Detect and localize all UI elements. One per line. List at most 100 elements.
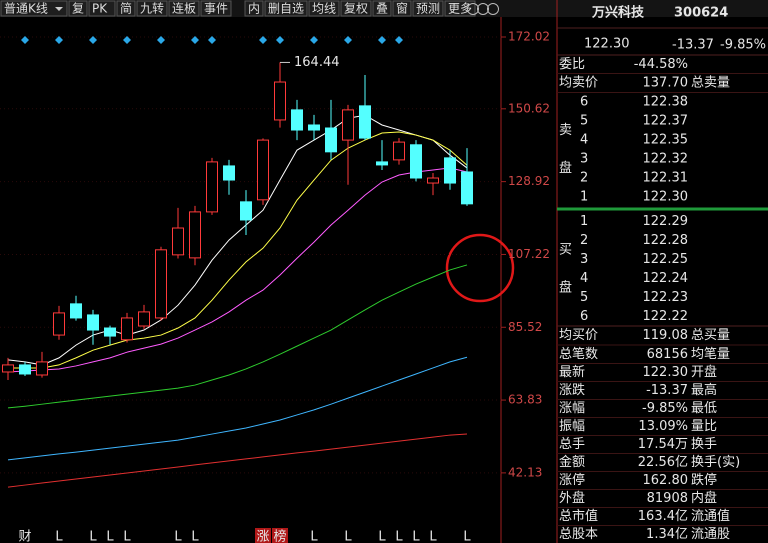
candle-body bbox=[155, 249, 167, 319]
toolbar-label[interactable]: 复 bbox=[72, 2, 84, 16]
row-label: 均卖价 bbox=[559, 76, 598, 91]
y-tick-label: 42.13 bbox=[508, 465, 542, 479]
candle-body bbox=[342, 109, 354, 141]
toolbar-label[interactable]: 叠 bbox=[376, 2, 388, 16]
candle-body bbox=[410, 144, 422, 179]
candle-body bbox=[359, 105, 371, 139]
row-value: 68156 bbox=[647, 347, 688, 362]
y-tick-label: 63.83 bbox=[508, 393, 542, 407]
toolbar-label[interactable]: 内 bbox=[248, 2, 260, 16]
event-flag: L bbox=[174, 530, 182, 543]
zoom-out-ring[interactable] bbox=[487, 3, 499, 15]
event-diamond bbox=[55, 36, 63, 44]
row-label: 最新 bbox=[559, 364, 585, 380]
row-value: 13.09% bbox=[638, 419, 688, 434]
book-price: 122.38 bbox=[643, 95, 689, 110]
moving-average bbox=[7, 356, 468, 461]
toolbar-label[interactable]: 简 bbox=[120, 2, 132, 16]
toolbar-button[interactable] bbox=[244, 0, 264, 17]
toolbar-label[interactable]: 普通K线 bbox=[4, 2, 48, 16]
event-diamond bbox=[157, 36, 165, 44]
toolbar-button[interactable] bbox=[168, 0, 200, 17]
row-label: 振幅 bbox=[559, 419, 585, 434]
event-flag: 榜 bbox=[273, 529, 286, 543]
moving-average bbox=[7, 114, 468, 366]
toolbar-label[interactable]: 均线 bbox=[312, 2, 336, 16]
row-unit: 亿 bbox=[675, 527, 688, 542]
row-value: -44.58% bbox=[634, 57, 688, 72]
row-value: 17.54 bbox=[638, 437, 675, 452]
book-price: 122.32 bbox=[643, 152, 689, 167]
event-flag: L bbox=[395, 530, 403, 543]
max-label: 164.44 bbox=[294, 55, 340, 70]
row-unit: 万 bbox=[675, 437, 688, 452]
row-right-label: 流通值 bbox=[691, 508, 730, 524]
candle-body bbox=[274, 81, 286, 121]
toolbar-button[interactable] bbox=[68, 0, 88, 17]
book-level: 4 bbox=[580, 271, 588, 286]
toolbar-button[interactable] bbox=[116, 0, 136, 17]
candle-body bbox=[53, 312, 65, 336]
event-flag: L bbox=[123, 530, 131, 543]
candle-body bbox=[308, 124, 320, 131]
toolbar-label[interactable]: 连板 bbox=[172, 1, 196, 16]
candle-body bbox=[189, 211, 201, 259]
book-level: 1 bbox=[580, 214, 588, 229]
toolbar-button[interactable] bbox=[200, 0, 232, 17]
row-label: 涨幅 bbox=[559, 401, 585, 416]
row-label: 总手 bbox=[559, 437, 585, 452]
book-level: 2 bbox=[580, 171, 588, 186]
book-level: 4 bbox=[580, 133, 588, 148]
toolbar-button[interactable] bbox=[392, 0, 412, 17]
event-flag: L bbox=[463, 530, 471, 543]
row-value: 81908 bbox=[647, 491, 688, 506]
event-diamond bbox=[344, 36, 352, 44]
book-side: 盘 bbox=[559, 160, 572, 176]
candle-body bbox=[393, 141, 405, 161]
book-level: 2 bbox=[580, 233, 588, 248]
candle-body bbox=[70, 303, 82, 319]
toolbar-label[interactable]: 删自选 bbox=[268, 2, 304, 16]
candle-body bbox=[104, 327, 116, 337]
row-right-label: 开盘 bbox=[691, 364, 717, 380]
toolbar-label[interactable]: 九转 bbox=[140, 1, 164, 16]
toolbar-button[interactable] bbox=[264, 0, 308, 17]
toolbar-label[interactable]: PK bbox=[92, 2, 108, 16]
toolbar-button[interactable] bbox=[372, 0, 392, 17]
toolbar-button[interactable] bbox=[444, 0, 476, 17]
toolbar-button[interactable] bbox=[0, 0, 68, 17]
toolbar-label[interactable]: 窗 bbox=[396, 2, 408, 16]
row-right-label: 量比 bbox=[691, 419, 717, 434]
row-unit: 亿 bbox=[675, 509, 688, 524]
toolbar-label[interactable]: 事件 bbox=[204, 2, 228, 16]
book-level: 3 bbox=[580, 152, 588, 167]
moving-average bbox=[8, 131, 468, 369]
row-value: 22.56 bbox=[638, 455, 675, 470]
toolbar-button[interactable] bbox=[88, 0, 116, 17]
book-level: 3 bbox=[580, 252, 588, 267]
row-unit: 亿 bbox=[675, 455, 688, 470]
candle-body bbox=[121, 317, 133, 341]
row-right-label: 流通股 bbox=[691, 527, 730, 542]
toolbar-button[interactable] bbox=[308, 0, 340, 17]
row-right-label: 均笔量 bbox=[691, 346, 730, 362]
toolbar-button[interactable] bbox=[412, 0, 444, 17]
play-ring[interactable] bbox=[477, 3, 489, 15]
event-diamond bbox=[191, 36, 199, 44]
candle-body bbox=[461, 171, 473, 205]
zoom-in-ring[interactable] bbox=[467, 3, 479, 15]
toolbar-button[interactable] bbox=[136, 0, 168, 17]
toolbar-label[interactable]: 预测 bbox=[416, 2, 440, 16]
event-diamond bbox=[276, 36, 284, 44]
moving-average bbox=[7, 264, 468, 409]
toolbar-label[interactable]: 更多 bbox=[448, 2, 472, 16]
event-flag: L bbox=[89, 530, 97, 543]
toolbar-button[interactable] bbox=[340, 0, 372, 17]
toolbar-label[interactable]: 复权 bbox=[344, 2, 368, 16]
book-price: 122.29 bbox=[643, 214, 689, 229]
book-price: 122.37 bbox=[643, 114, 689, 129]
row-right-label: 最高 bbox=[691, 382, 717, 398]
event-flag: L bbox=[106, 530, 114, 543]
